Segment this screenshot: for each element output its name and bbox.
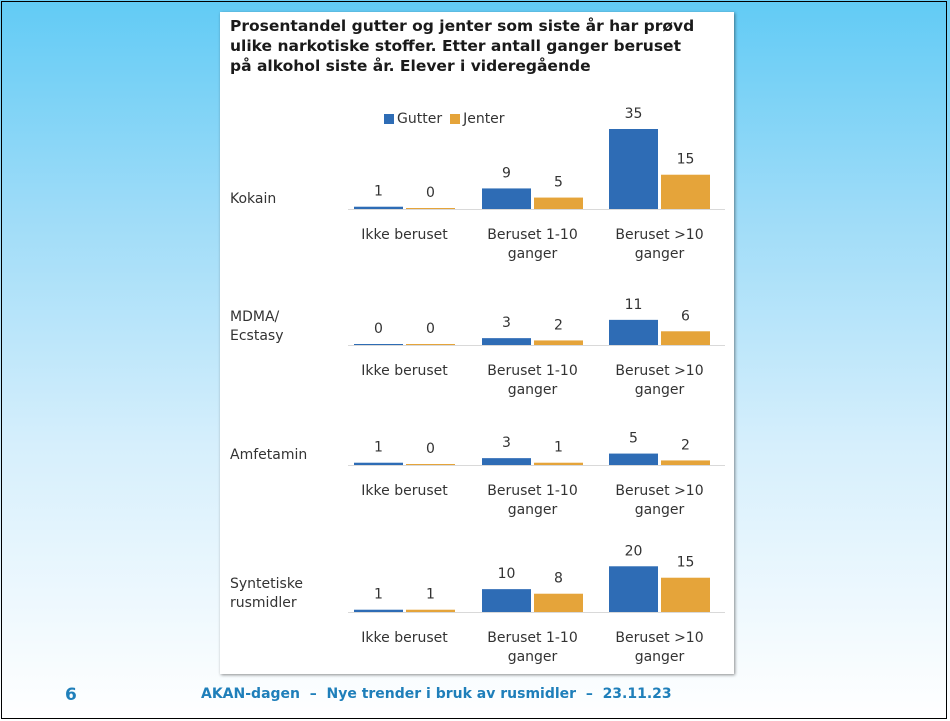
panel-label: MDMA/ [230,309,280,325]
bar-jenter [661,460,710,465]
category-label: ganger [635,246,685,262]
category-label: Ikke beruset [361,483,448,499]
category-label: ganger [635,382,685,398]
category-label: ganger [508,246,558,262]
data-label: 0 [374,321,383,337]
legend-item-gutter: Gutter [384,111,442,127]
chart-legend: Gutter Jenter [384,110,513,128]
category-label: ganger [508,502,558,518]
chart-title: Prosentandel gutter og jenter som siste … [230,17,695,75]
legend-swatch-jenter [450,114,461,124]
legend-label-jenter: Jenter [463,111,505,127]
legend-item-jenter: Jenter [450,111,505,127]
category-label: Beruset >10 [615,483,703,499]
panel-label: Kokain [230,191,276,207]
data-label: 1 [374,440,383,456]
bar-gutter [354,344,403,345]
data-label: 5 [554,175,563,191]
data-label: 2 [681,437,690,453]
data-label: 6 [681,308,690,324]
category-label: ganger [635,502,685,518]
legend-swatch-gutter [384,114,394,124]
bar-jenter [534,340,583,345]
footer-text: AKAN-dagen – Nye trender i bruk av rusmi… [201,686,672,702]
data-label: 1 [554,440,563,456]
bar-gutter [482,458,531,465]
category-label: Beruset >10 [615,363,703,379]
category-label: Ikke beruset [361,630,448,646]
bar-jenter [406,208,455,209]
bar-gutter [354,462,403,465]
chart-panel: Prosentandel gutter og jenter som siste … [220,12,734,674]
bar-jenter [534,593,583,612]
bar-gutter [482,338,531,345]
panel-label: rusmidler [230,595,297,611]
data-label: 9 [502,165,511,181]
bar-jenter [661,331,710,345]
category-label: Beruset 1-10 [487,227,577,243]
bar-gutter [354,609,403,612]
data-label: 10 [498,566,516,582]
panel-label: Ecstasy [230,328,283,344]
data-label: 20 [625,543,643,559]
page-number: 6 [65,685,77,705]
category-label: Ikke beruset [361,363,448,379]
bar-gutter [609,129,658,209]
bar-jenter [661,577,710,612]
category-label: Beruset >10 [615,227,703,243]
data-label: 0 [426,321,435,337]
bar-gutter [482,589,531,612]
bar-jenter [534,197,583,209]
bar-gutter [609,566,658,612]
data-label: 1 [374,184,383,200]
data-label: 3 [502,315,511,331]
category-label: Beruset 1-10 [487,363,577,379]
category-label: ganger [508,382,558,398]
data-label: 5 [629,431,638,447]
bar-gutter [482,188,531,209]
bar-gutter [354,206,403,209]
bar-gutter [609,319,658,345]
bar-jenter [661,174,710,209]
category-label: Beruset 1-10 [487,483,577,499]
data-label: 2 [554,317,563,333]
bar-gutter [609,453,658,465]
data-label: 15 [677,152,695,168]
legend-label-gutter: Gutter [397,111,443,127]
category-label: Beruset 1-10 [487,630,577,646]
category-label: ganger [508,649,558,665]
category-label: Beruset >10 [615,630,703,646]
data-label: 8 [554,571,563,587]
bar-jenter [406,609,455,612]
bar-jenter [534,462,583,465]
data-label: 0 [426,441,435,457]
bar-jenter [406,464,455,465]
data-label: 1 [374,587,383,603]
data-label: 11 [625,297,643,313]
panel-label: Syntetiske [230,576,303,592]
data-label: 1 [426,587,435,603]
data-label: 35 [625,106,643,122]
data-label: 15 [677,555,695,571]
category-label: ganger [635,649,685,665]
data-label: 3 [502,435,511,451]
data-label: 0 [426,185,435,201]
panel-label: Amfetamin [230,447,307,463]
category-label: Ikke beruset [361,227,448,243]
bar-jenter [406,344,455,345]
